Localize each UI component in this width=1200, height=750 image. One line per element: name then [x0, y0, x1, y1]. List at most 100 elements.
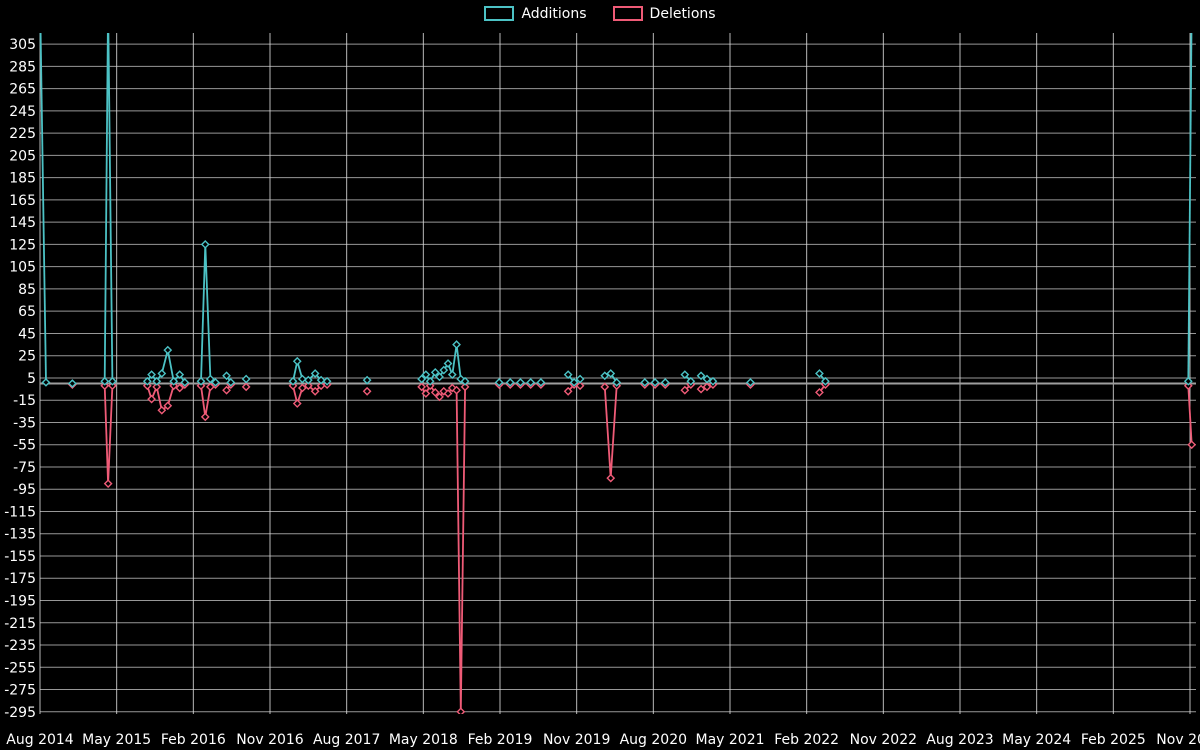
x-tick-label: May 2018 — [389, 732, 458, 748]
data-point-marker — [205, 374, 215, 384]
x-tick-label: Nov 2016 — [236, 732, 303, 748]
data-point-marker — [430, 388, 440, 397]
y-tick-label: -215 — [4, 616, 36, 632]
x-tick-label: Nov 2025 — [1156, 732, 1200, 748]
legend-swatch-deletions — [612, 6, 643, 21]
data-point-marker — [708, 376, 718, 386]
y-tick-label: 105 — [9, 260, 36, 276]
x-tick-label: May 2024 — [1002, 732, 1071, 748]
data-point-marker — [430, 367, 440, 377]
data-point-marker — [696, 371, 706, 381]
data-point-marker — [108, 381, 117, 391]
y-tick-label: -155 — [4, 549, 36, 565]
data-point-marker — [439, 365, 449, 375]
y-tick-label: 45 — [18, 326, 36, 342]
y-tick-label: 65 — [18, 304, 36, 320]
y-tick-label: -195 — [4, 594, 36, 610]
x-tick-label: Feb 2019 — [468, 732, 533, 748]
data-point-marker — [67, 379, 77, 388]
data-point-marker — [100, 381, 110, 391]
data-point-marker — [435, 372, 444, 382]
data-point-marker — [292, 356, 302, 366]
y-tick-label: 85 — [18, 282, 36, 298]
y-tick-label: 25 — [18, 349, 36, 365]
data-point-marker — [322, 376, 332, 386]
y-tick-label: 185 — [9, 171, 36, 187]
data-point-marker — [536, 378, 546, 387]
data-point-marker — [575, 381, 585, 391]
data-point-marker — [456, 374, 466, 384]
data-point-marker — [650, 378, 660, 387]
data-point-marker — [169, 381, 179, 391]
data-point-marker — [152, 382, 162, 392]
y-tick-label: -295 — [4, 705, 36, 721]
x-tick-label: Nov 2022 — [850, 732, 917, 748]
legend-swatch-additions — [484, 6, 515, 21]
data-point-marker — [200, 240, 210, 249]
x-tick-label: Nov 2019 — [543, 732, 610, 748]
series-additions — [39, 33, 1193, 388]
legend-item-deletions[interactable]: Deletions — [612, 6, 716, 21]
y-grid: 305 285 265 245 225 205 185 165 145 125 105 85 65 45 2… — [4, 37, 1196, 721]
data-point-marker — [41, 378, 51, 387]
data-point-marker — [452, 340, 461, 349]
y-tick-label: -135 — [4, 527, 36, 543]
data-point-marker — [241, 382, 251, 392]
data-point-marker — [103, 479, 113, 489]
y-tick-label: 285 — [9, 59, 36, 75]
data-point-marker — [222, 371, 231, 381]
data-point-marker — [456, 707, 466, 714]
data-point-marker — [460, 382, 470, 392]
y-tick-label: -275 — [4, 683, 36, 699]
y-tick-label: -35 — [13, 415, 36, 431]
data-point-marker — [443, 359, 453, 368]
data-point-marker — [157, 369, 167, 378]
data-point-marker — [222, 385, 231, 395]
data-point-marker — [196, 376, 206, 386]
data-point-marker — [575, 374, 585, 384]
data-point-marker — [169, 376, 179, 386]
data-point-marker — [196, 381, 206, 391]
data-point-marker — [494, 378, 504, 387]
x-tick-label: May 2015 — [82, 732, 151, 748]
data-point-marker — [563, 386, 573, 396]
y-tick-label: -95 — [13, 482, 36, 498]
data-point-marker — [425, 381, 435, 391]
data-point-marker — [292, 399, 302, 408]
y-tick-label: -255 — [4, 660, 36, 676]
data-point-marker — [526, 378, 536, 387]
x-tick-label: May 2021 — [695, 732, 764, 748]
data-point-marker — [1183, 381, 1193, 391]
y-tick-label: -175 — [4, 571, 36, 587]
data-point-marker — [563, 370, 573, 380]
data-point-marker — [815, 388, 824, 397]
legend-item-additions[interactable]: Additions — [484, 6, 587, 21]
data-point-marker — [417, 382, 427, 392]
data-point-marker — [288, 381, 298, 391]
data-point-marker — [211, 378, 220, 387]
data-point-marker — [746, 378, 755, 387]
data-point-marker — [1187, 440, 1196, 450]
x-grid: Aug 2014 May 2015 Feb 2016 Nov 2016 Aug 2017… — [6, 33, 1200, 748]
data-point-marker — [439, 386, 449, 396]
y-tick-label: 205 — [9, 148, 36, 164]
data-point-marker — [303, 375, 313, 385]
data-point-marker — [435, 392, 444, 402]
data-point-marker — [702, 382, 712, 392]
data-point-marker — [310, 369, 320, 378]
data-point-marker — [443, 389, 453, 398]
y-tick-label: 225 — [9, 126, 36, 142]
data-point-marker — [152, 376, 162, 386]
x-tick-label: Aug 2014 — [6, 732, 74, 748]
data-point-marker — [702, 374, 712, 384]
data-point-marker — [180, 378, 190, 387]
data-point-marker — [815, 369, 824, 378]
data-point-marker — [696, 384, 706, 394]
y-tick-label: 125 — [9, 237, 36, 253]
x-tick-label: Feb 2025 — [1081, 732, 1146, 748]
data-point-marker — [640, 378, 650, 387]
data-point-marker — [100, 376, 110, 386]
data-point-marker — [175, 370, 185, 380]
